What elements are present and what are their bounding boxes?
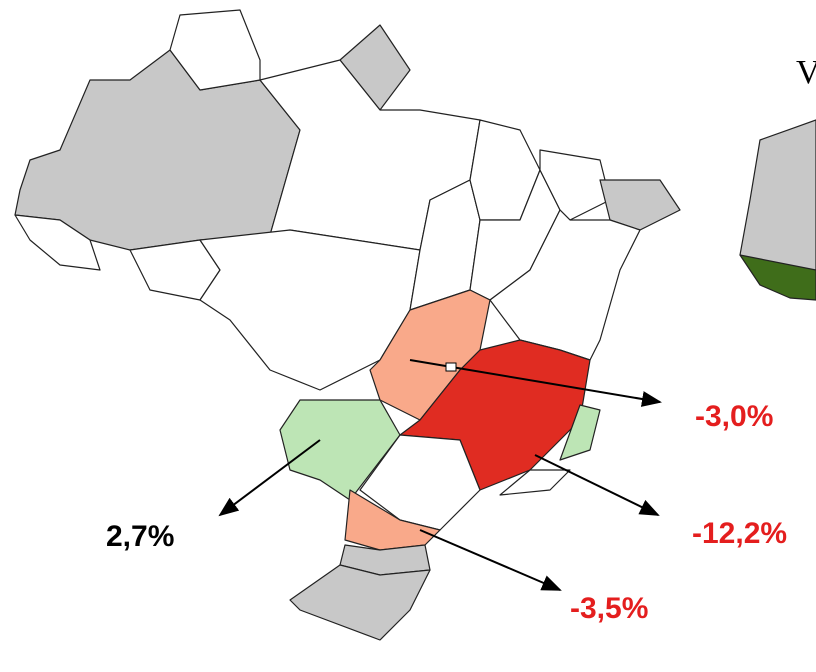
rio-grande-do-sul	[289, 564, 431, 641]
arrow	[534, 454, 660, 516]
arrow	[419, 529, 562, 591]
minas-gerais	[399, 339, 591, 491]
label: -3,0%	[695, 400, 773, 433]
rio-de-janeiro	[499, 469, 571, 496]
northeast-east	[599, 179, 681, 231]
marker	[445, 362, 457, 372]
partial-title: V	[796, 54, 816, 91]
side-map	[739, 119, 816, 301]
arrow	[218, 439, 321, 517]
side-highlight	[739, 254, 816, 301]
roraima	[169, 9, 261, 91]
states	[14, 9, 681, 641]
mato-grosso	[199, 229, 421, 391]
espirito-santo	[559, 404, 601, 461]
label: 2,7%	[106, 520, 174, 553]
label: -12,2%	[692, 517, 787, 550]
acre	[14, 214, 101, 271]
label: -3,5%	[570, 592, 648, 625]
mato-grosso-do-sul	[279, 399, 401, 501]
